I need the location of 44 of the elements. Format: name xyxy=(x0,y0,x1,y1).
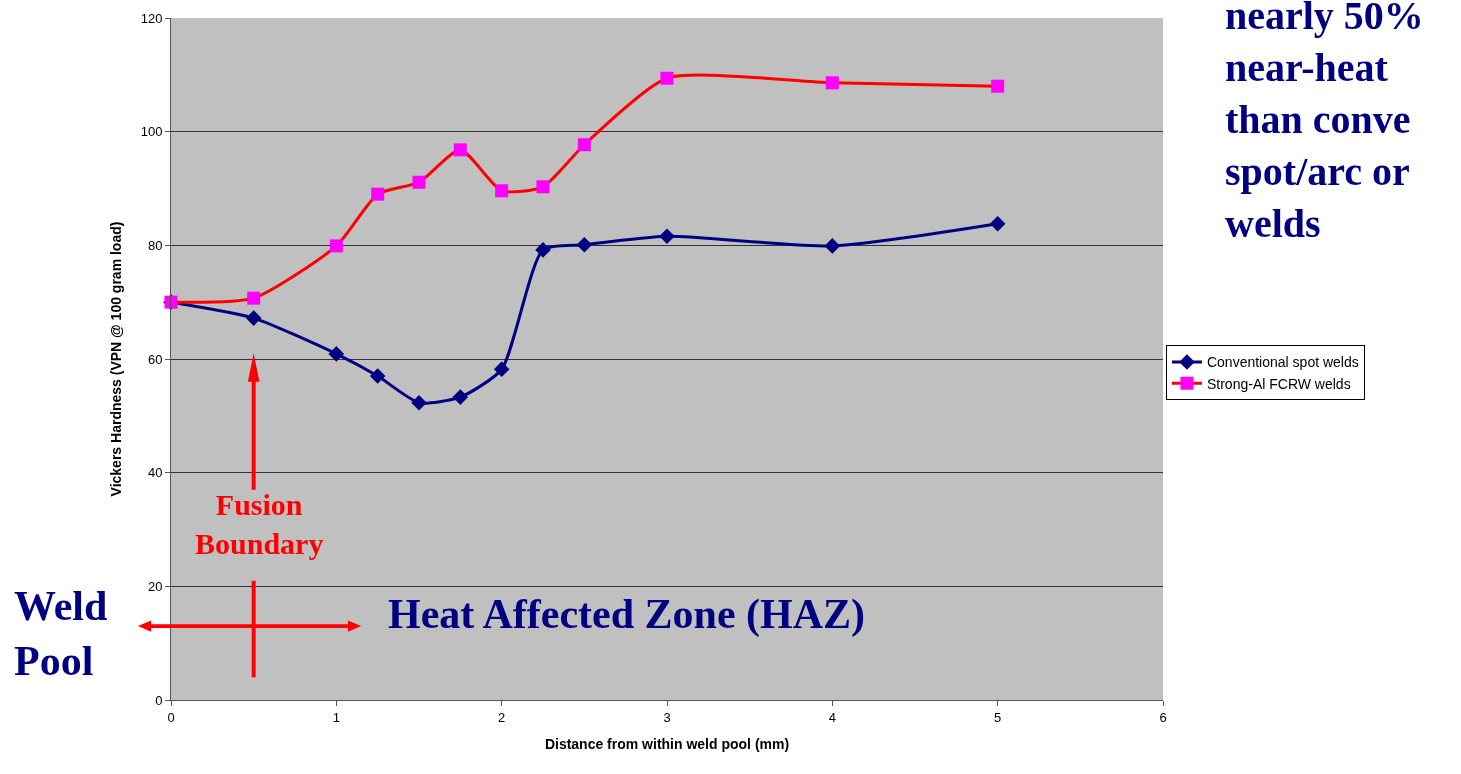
point xyxy=(453,143,467,157)
point xyxy=(247,291,261,305)
point xyxy=(369,368,386,384)
x-tick-label: 6 xyxy=(1159,709,1167,725)
point xyxy=(659,228,675,245)
legend-label: Conventional spot welds xyxy=(1206,354,1359,371)
point xyxy=(991,79,1005,93)
x-axis-title: Distance from within weld pool (mm) xyxy=(544,735,790,752)
y-tick-label: 20 xyxy=(147,578,163,594)
point xyxy=(825,76,839,90)
point xyxy=(577,138,591,152)
text: nearly 50% near-heat than conve spot/arc or welds xyxy=(1225,0,1424,246)
y-tick-label: 80 xyxy=(147,237,163,253)
point xyxy=(536,180,550,194)
y-tick-label: 120 xyxy=(140,10,163,26)
y-tick-label: 40 xyxy=(147,465,163,481)
point xyxy=(371,187,385,201)
point xyxy=(412,175,426,189)
x-tick-label: 1 xyxy=(332,709,340,725)
y-axis-title: Vickers Hardness (VPN @ 100 gram load) xyxy=(108,221,125,497)
point xyxy=(328,346,345,362)
x-tick-label: 4 xyxy=(828,709,836,725)
point xyxy=(411,394,427,411)
text: Weld Pool xyxy=(14,583,108,684)
point xyxy=(452,389,469,405)
x-tick-label: 5 xyxy=(994,709,1002,725)
point xyxy=(329,239,343,253)
x-tick-label: 0 xyxy=(167,709,175,725)
point xyxy=(989,215,1006,232)
point xyxy=(576,236,593,253)
y-tick-label: 100 xyxy=(140,124,163,140)
annotation: Heat Affected Zone (HAZ) xyxy=(388,591,866,638)
y-tick-label: 0 xyxy=(155,692,163,708)
point xyxy=(495,184,509,198)
annotation: Fusion Boundary xyxy=(195,488,324,560)
x-tick-label: 2 xyxy=(498,709,506,725)
x-tick-label: 3 xyxy=(663,709,671,725)
point xyxy=(535,242,551,258)
point xyxy=(660,71,674,85)
point xyxy=(824,238,841,254)
y-tick-label: 60 xyxy=(147,351,163,367)
point xyxy=(245,310,262,326)
legend-label: Strong-Al FCRW welds xyxy=(1206,375,1351,392)
point xyxy=(493,361,510,378)
